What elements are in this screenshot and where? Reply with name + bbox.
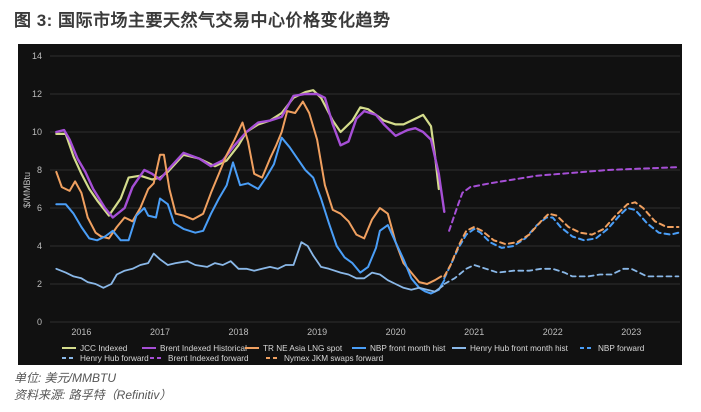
y-axis-label: $/MMBtu bbox=[22, 172, 32, 208]
legend-label: NBP forward bbox=[598, 344, 645, 353]
x-tick-label: 2017 bbox=[150, 327, 170, 337]
y-tick-label: 8 bbox=[37, 165, 42, 175]
x-tick-label: 2019 bbox=[307, 327, 327, 337]
source-note: 资料来源: 路孚特（Refinitiv） bbox=[14, 388, 172, 402]
chart-panel bbox=[18, 44, 682, 365]
y-tick-label: 14 bbox=[32, 51, 42, 61]
series-line-6 bbox=[443, 207, 680, 280]
y-tick-label: 10 bbox=[32, 127, 42, 137]
series-lines bbox=[55, 89, 680, 295]
legend-label: Brent Indexed forward bbox=[168, 354, 249, 363]
x-axis-ticks: 2016 2017 2018 2019 2020 2021 2022 2023 bbox=[71, 327, 641, 337]
x-tick-label: 2022 bbox=[543, 327, 563, 337]
legend-label: Henry Hub front month hist bbox=[470, 344, 569, 353]
grid-lines bbox=[50, 55, 680, 323]
series-line-4 bbox=[55, 136, 446, 295]
series-line-7 bbox=[443, 264, 680, 285]
legend-label: TR NE Asia LNG spot bbox=[263, 344, 343, 353]
y-tick-label: 6 bbox=[37, 203, 42, 213]
legend-label: Nymex JKM swaps forward bbox=[284, 354, 384, 363]
y-tick-label: 0 bbox=[37, 317, 42, 327]
series-line-5 bbox=[55, 241, 444, 293]
unit-note: 单位: 美元/MMBTU bbox=[14, 371, 116, 385]
x-tick-label: 2016 bbox=[71, 327, 91, 337]
y-axis-ticks: 0 2 4 6 8 10 12 14 bbox=[32, 51, 42, 327]
series-line-1 bbox=[55, 89, 440, 217]
legend-label: Henry Hub forward bbox=[80, 354, 149, 363]
legend: JCC Indexed Brent Indexed Historical TR NE… bbox=[62, 344, 645, 363]
legend-label: JCC Indexed bbox=[80, 344, 128, 353]
x-tick-label: 2021 bbox=[464, 327, 484, 337]
y-tick-label: 12 bbox=[32, 89, 42, 99]
legend-label: NBP front month hist bbox=[370, 344, 446, 353]
series-line-3 bbox=[55, 100, 443, 285]
x-tick-label: 2018 bbox=[229, 327, 249, 337]
y-tick-label: 4 bbox=[37, 241, 42, 251]
series-line-2 bbox=[55, 92, 446, 219]
legend-label: Brent Indexed Historical bbox=[160, 344, 247, 353]
series-line-8 bbox=[448, 166, 680, 232]
x-tick-label: 2020 bbox=[386, 327, 406, 337]
figure-title: 图 3: 国际市场主要天然气交易中心价格变化趋势 bbox=[14, 11, 391, 30]
x-tick-label: 2023 bbox=[621, 327, 641, 337]
y-tick-label: 2 bbox=[37, 279, 42, 289]
series-line-9 bbox=[443, 201, 680, 278]
